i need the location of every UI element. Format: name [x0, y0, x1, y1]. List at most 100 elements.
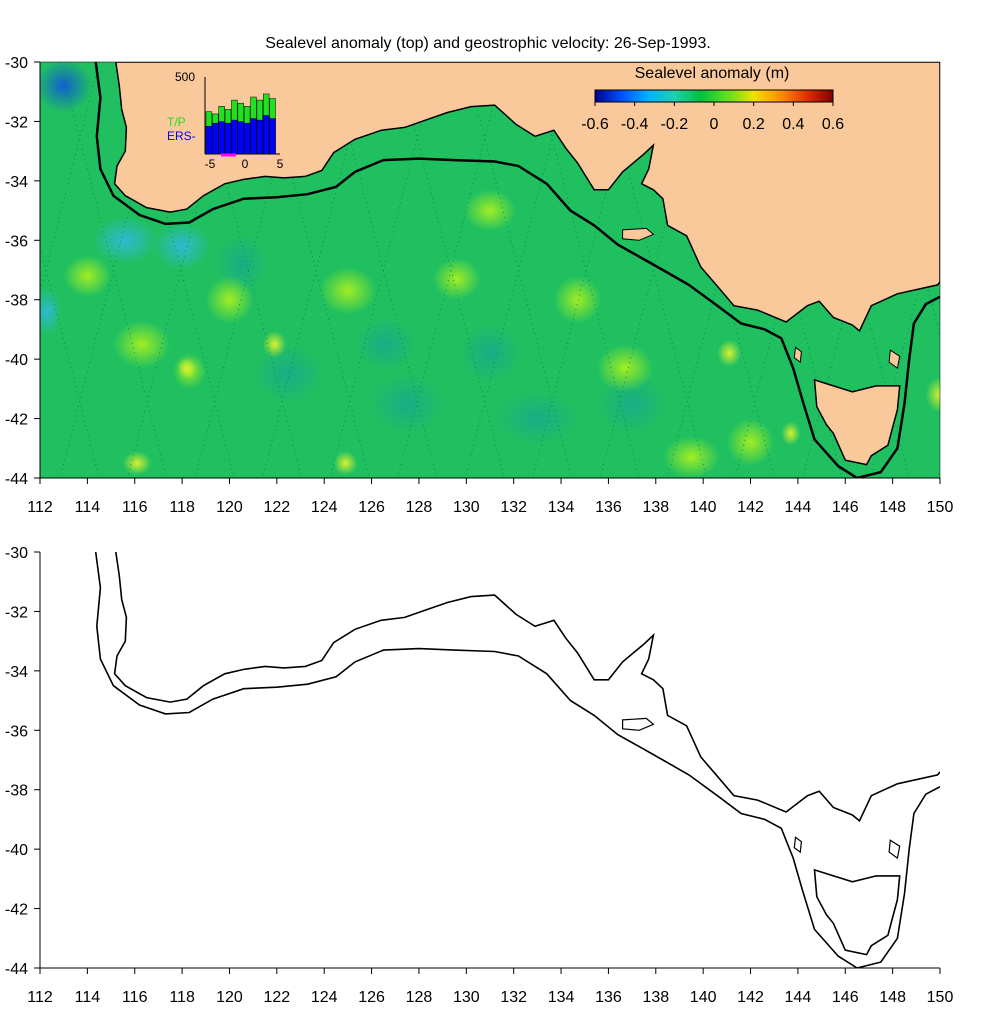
geostrophic-velocity-map: 112 114 116 118 120 122 124 126 128 130 132 134 136 1… — [5, 545, 954, 1006]
top-axes: 112 114 116 118 120 122 124 126 128 130 132 134 136 1… — [5, 55, 954, 516]
top-x-tick-label: 122 — [263, 499, 290, 516]
top-y-tick-label: -36 — [5, 233, 28, 250]
top-x-tick-label: 114 — [75, 499, 101, 516]
top-y-tick-label: -38 — [5, 293, 28, 310]
bottom-x-tick-label: 146 — [832, 989, 859, 1006]
colorbar-tick-label: -0.4 — [621, 116, 649, 133]
shelf-edge-contour-bottom — [94, 552, 940, 968]
inset-bar-ers — [269, 118, 276, 155]
bottom-x-tick-label: 138 — [642, 989, 669, 1006]
top-y-tick-label: -30 — [5, 55, 28, 72]
inset-x-tick-0: 0 — [242, 157, 249, 171]
colorbar-tick-label: -0.6 — [581, 116, 609, 133]
colorbar-tick-label: 0.6 — [822, 116, 844, 133]
top-x-tick-label: 136 — [595, 499, 622, 516]
bottom-x-tick-label: 150 — [927, 989, 954, 1006]
coastline-mainland — [113, 552, 940, 823]
top-x-tick-label: 116 — [122, 499, 148, 516]
top-x-tick-label: 150 — [927, 499, 954, 516]
land-king-island — [793, 346, 802, 364]
top-x-tick-label: 120 — [216, 499, 243, 516]
inset-series-label-ers: ERS- — [167, 129, 196, 143]
inset-bar-ers — [205, 126, 213, 155]
inset-bar-ers — [263, 115, 270, 155]
top-x-tick-label: 112 — [27, 499, 53, 516]
top-x-tick-label: 142 — [737, 499, 764, 516]
top-x-tick-label: 146 — [832, 499, 859, 516]
bottom-y-tick-label: -38 — [5, 783, 28, 800]
land-kangaroo-island — [622, 227, 655, 241]
coastline-kangaroo-island — [622, 717, 655, 731]
land-mainland — [113, 62, 940, 333]
colorbar-label: Sealevel anomaly (m) — [635, 65, 790, 82]
bottom-y-tick-label: -36 — [5, 723, 28, 740]
bottom-y-tick-label: -42 — [5, 902, 28, 919]
bottom-x-tick-label: 142 — [737, 989, 764, 1006]
anomaly-field-blobs — [40, 62, 940, 478]
colorbar-tick-label: 0 — [710, 116, 719, 133]
top-x-tick-label: 126 — [358, 499, 385, 516]
colorbar-tick-label: -0.2 — [661, 116, 689, 133]
colorbar-ticks: -0.6 -0.4 -0.2 0 0.2 0.4 0.6 — [581, 102, 844, 133]
inset-bar-ers — [218, 121, 225, 155]
inset-y-label: 500 — [175, 70, 195, 84]
inset-series-label-tp: T/P — [167, 115, 186, 129]
bottom-y-tick-label: -32 — [5, 604, 28, 621]
bottom-x-tick-label: 122 — [263, 989, 290, 1006]
top-x-tick-label: 128 — [406, 499, 433, 516]
bottom-y-tick-label: -44 — [5, 961, 28, 978]
top-x-tick-label: 134 — [548, 499, 575, 516]
bottom-x-tick-label: 118 — [169, 989, 195, 1006]
top-y-tick-label: -32 — [5, 114, 28, 131]
land-tasmania — [813, 378, 901, 466]
colorbar-tick-label: 0.2 — [743, 116, 765, 133]
land-flinders-island — [888, 349, 901, 369]
bottom-x-tick-label: 136 — [595, 989, 622, 1006]
bottom-x-tick-label: 148 — [879, 989, 906, 1006]
inset-bar-ers — [250, 118, 257, 155]
bottom-x-tick-label: 132 — [500, 989, 527, 1006]
bottom-y-tick-label: -40 — [5, 842, 28, 859]
bottom-x-tick-label: 144 — [785, 989, 812, 1006]
top-y-tick-label: -44 — [5, 471, 28, 488]
bottom-x-tick-label: 124 — [311, 989, 338, 1006]
bottom-axes: 112 114 116 118 120 122 124 126 128 130 132 134 136 1… — [5, 545, 954, 1006]
top-x-tick-label: 138 — [642, 499, 669, 516]
bottom-x-tick-label: 140 — [690, 989, 717, 1006]
bottom-x-tick-label: 126 — [358, 989, 385, 1006]
bottom-y-tick-label: -30 — [5, 545, 28, 562]
coastline-king-island — [793, 836, 803, 854]
top-x-tick-label: 132 — [500, 499, 527, 516]
top-x-tick-label: 140 — [690, 499, 717, 516]
top-x-tick-label: 118 — [169, 499, 195, 516]
inset-bar-ers — [212, 122, 219, 155]
inset-bars — [205, 93, 276, 155]
bottom-x-tick-label: 120 — [216, 989, 243, 1006]
colorbar-tick-label: 0.4 — [782, 116, 804, 133]
bottom-x-tick-label: 112 — [27, 989, 53, 1006]
figure-title: Sealevel anomaly (top) and geostrophic v… — [265, 35, 711, 52]
top-x-tick-label: 124 — [311, 499, 338, 516]
inset-bar-ers — [243, 122, 251, 155]
bottom-x-tick-label: 130 — [453, 989, 480, 1006]
top-x-tick-label: 148 — [879, 499, 906, 516]
inset-bar-ers — [256, 119, 264, 155]
top-y-tick-label: -42 — [5, 412, 28, 429]
bottom-y-tick-label: -34 — [5, 664, 28, 681]
inset-bar-ers — [231, 119, 238, 155]
bottom-x-tick-label: 114 — [75, 989, 101, 1006]
inset-bar-ers — [224, 122, 232, 155]
shelf-edge-contour — [94, 62, 940, 478]
bottom-x-tick-label: 134 — [548, 989, 575, 1006]
bottom-x-tick-label: 128 — [406, 989, 433, 1006]
top-y-tick-label: -40 — [5, 352, 28, 369]
coastline-flinders-island — [888, 839, 901, 860]
colorbar: Sealevel anomaly (m) -0.6 -0.4 -0.2 0 0.2 0.4… — [581, 65, 844, 133]
bottom-x-tick-label: 116 — [122, 989, 148, 1006]
data-count-inset: 500 T/P ERS- -5 0 5 — [167, 70, 284, 171]
inset-bar-ers — [237, 121, 244, 155]
inset-x-tick-neg5: -5 — [205, 157, 216, 171]
top-y-tick-label: -34 — [5, 174, 28, 191]
